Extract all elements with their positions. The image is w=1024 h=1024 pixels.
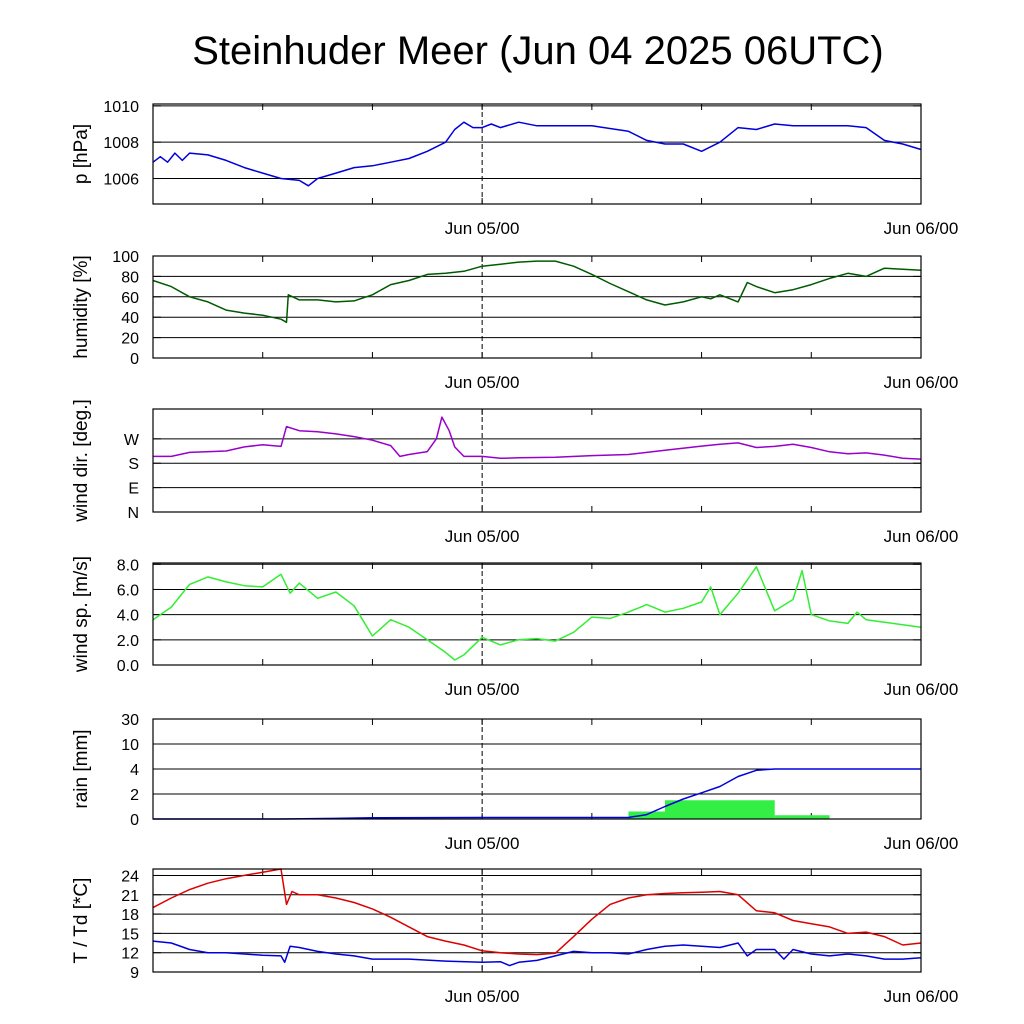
rain-bar — [665, 800, 775, 819]
x-tick-label: Jun 06/00 — [884, 373, 959, 392]
y-tick-label: 2.0 — [117, 633, 139, 650]
panel-frame — [152, 255, 922, 359]
y-tick-label: 9 — [130, 965, 139, 982]
y-tick-label: 60 — [121, 290, 139, 307]
y-tick-label: 4.0 — [117, 608, 139, 625]
panel-6: 9 12 15 18 21 24 Jun 05/00 Jun 06/00 T / Td [*C] — [71, 868, 958, 1006]
panel-2: 0 20 40 60 80 100 Jun 05/00 Jun 06/00 humidity [… — [71, 249, 958, 392]
panel-1: 1006 1008 1010 Jun 05/00 Jun 06/00 p [hPa] — [71, 99, 958, 238]
chart-title: Steinhuder Meer (Jun 04 2025 06UTC) — [192, 29, 883, 73]
y-tick-label: 18 — [121, 907, 139, 924]
y-tick-label: 10 — [121, 737, 139, 754]
x-tick-label: Jun 05/00 — [445, 527, 520, 546]
x-tick-label: Jun 05/00 — [445, 834, 520, 853]
y-axis-label: wind sp. [m/s] — [71, 556, 92, 673]
x-tick-label: Jun 06/00 — [884, 219, 959, 238]
y-axis-label: p [hPa] — [71, 124, 92, 184]
y-tick-label: 21 — [121, 888, 139, 905]
x-tick-label: Jun 05/00 — [445, 680, 520, 699]
y-tick-label: 4 — [130, 762, 139, 779]
x-tick-label: Jun 06/00 — [884, 987, 959, 1006]
y-tick-label: 1008 — [103, 135, 139, 152]
y-tick-label: 8.0 — [117, 557, 139, 574]
y-tick-label: E — [128, 481, 139, 498]
series-line-1 — [152, 868, 922, 956]
y-tick-label: 15 — [121, 926, 139, 943]
x-tick-label: Jun 06/00 — [884, 680, 959, 699]
y-tick-label: 100 — [112, 249, 139, 266]
y-tick-label: 0 — [130, 812, 139, 829]
series-line-2 — [152, 940, 922, 967]
y-axis-label: T / Td [*C] — [71, 878, 92, 964]
series-line-1 — [152, 566, 922, 661]
y-tick-label: 1006 — [103, 172, 139, 189]
y-tick-label: S — [128, 456, 139, 473]
panel-4: 0.0 2.0 4.0 6.0 8.0 Jun 05/00 Jun 06/00 wind sp… — [71, 556, 958, 699]
rain-bar — [774, 815, 830, 819]
panel-frame — [152, 562, 922, 666]
x-tick-label: Jun 05/00 — [445, 373, 520, 392]
panel-frame — [152, 408, 922, 513]
x-tick-label: Jun 05/00 — [445, 219, 520, 238]
series-line-1 — [153, 416, 922, 460]
y-tick-label: 40 — [121, 310, 139, 327]
y-tick-label: 30 — [121, 712, 139, 729]
series-line-1 — [152, 121, 922, 187]
x-tick-label: Jun 06/00 — [884, 834, 959, 853]
y-tick-label: 80 — [121, 269, 139, 286]
y-tick-label: W — [124, 432, 140, 449]
y-tick-label: 2 — [130, 787, 139, 804]
panel-frame — [152, 718, 922, 820]
series-line-1 — [153, 768, 921, 820]
y-axis-label: wind dir. [deg.] — [71, 399, 92, 523]
panel-frame — [152, 103, 922, 205]
y-tick-label: N — [127, 505, 139, 522]
y-tick-label: 0.0 — [117, 658, 139, 675]
y-tick-label: 0 — [130, 351, 139, 368]
y-tick-label: 1010 — [103, 99, 139, 116]
y-tick-label: 24 — [121, 868, 139, 885]
panel-frame — [152, 868, 922, 973]
series-line-1 — [152, 260, 922, 324]
y-tick-label: 20 — [121, 331, 139, 348]
x-tick-label: Jun 05/00 — [445, 987, 520, 1006]
x-tick-label: Jun 06/00 — [884, 527, 959, 546]
y-tick-label: 12 — [121, 946, 139, 963]
y-axis-label: rain [mm] — [71, 729, 92, 808]
y-axis-label: humidity [%] — [71, 255, 92, 358]
panel-5: 0 2 4 10 30 Jun 05/00 Jun 06/00 rain [mm] — [71, 712, 958, 853]
y-tick-label: 6.0 — [117, 582, 139, 599]
